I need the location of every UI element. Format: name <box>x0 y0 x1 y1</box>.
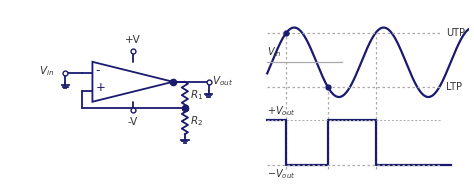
Text: $R_2$: $R_2$ <box>190 114 203 128</box>
Text: +V: +V <box>125 35 141 45</box>
Text: $V_{in}$: $V_{in}$ <box>39 64 55 78</box>
Text: LTP: LTP <box>446 82 462 92</box>
Text: +: + <box>95 81 105 94</box>
Text: $+V_{out}$: $+V_{out}$ <box>267 104 295 118</box>
Text: $R_1$: $R_1$ <box>190 88 203 102</box>
Text: -V: -V <box>128 117 138 126</box>
Text: UTP: UTP <box>446 28 465 38</box>
Text: $-V_{out}$: $-V_{out}$ <box>267 167 295 181</box>
Text: $V_{in}$: $V_{in}$ <box>267 45 282 59</box>
Text: -: - <box>95 64 100 77</box>
Text: $V_{out}$: $V_{out}$ <box>212 74 233 88</box>
